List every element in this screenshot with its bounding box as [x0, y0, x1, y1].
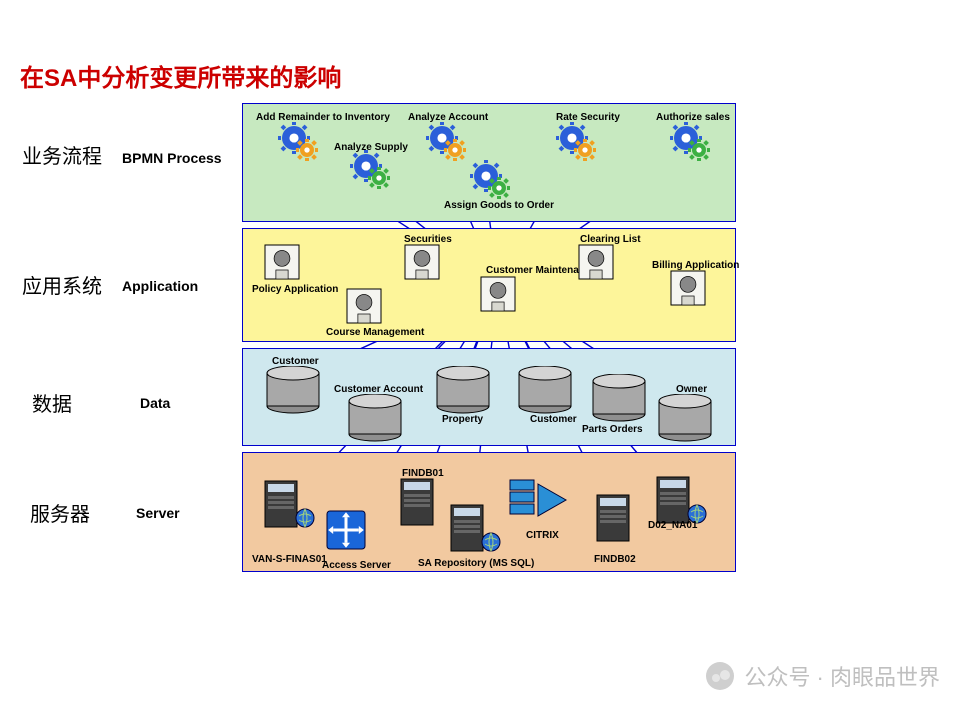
server-icon: [508, 478, 568, 527]
server-label: D02_NA01: [648, 520, 697, 531]
data-cylinder-icon: [348, 394, 402, 451]
row-label-en-app: Application: [122, 278, 198, 294]
watermark-text: 公众号 · 肉眼品世界: [744, 660, 940, 692]
watermark: 公众号 · 肉眼品世界: [706, 660, 940, 692]
row-label-en-srv: Server: [136, 505, 180, 521]
process-label: Authorize sales: [656, 112, 730, 123]
row-label-en-data: Data: [140, 395, 170, 411]
app-disk-icon: [480, 276, 516, 317]
app-label: Policy Application: [252, 284, 338, 295]
app-disk-icon: [670, 270, 706, 311]
data-label: Customer Account: [334, 384, 423, 395]
app-disk-icon: [578, 244, 614, 285]
server-label: FINDB01: [402, 468, 444, 479]
data-cylinder-icon: [658, 394, 712, 451]
data-label: Owner: [676, 384, 707, 395]
server-icon: [326, 510, 366, 555]
row-label-cn-data: 数据: [32, 388, 72, 417]
app-label: Course Management: [326, 327, 424, 338]
app-label: Billing Application: [652, 260, 739, 271]
server-icon: [450, 504, 502, 557]
data-label: Customer: [530, 414, 577, 425]
process-label: Analyze Supply: [334, 142, 408, 153]
server-icon: [400, 478, 434, 531]
data-cylinder-icon: [592, 374, 646, 431]
page-title: 在SA中分析变更所带来的影响: [20, 58, 341, 93]
data-label: Property: [442, 414, 483, 425]
data-cylinder-icon: [266, 366, 320, 423]
row-label-cn-app: 应用系统: [22, 270, 102, 299]
app-label: Clearing List: [580, 234, 641, 245]
server-label: Access Server: [322, 560, 391, 571]
server-icon: [596, 494, 630, 547]
app-disk-icon: [264, 244, 300, 285]
row-label-cn-bpmn: 业务流程: [22, 140, 102, 169]
server-icon: [264, 480, 316, 533]
process-label: Analyze Account: [408, 112, 488, 123]
wechat-icon: [706, 662, 734, 690]
row-label-cn-srv: 服务器: [30, 498, 90, 527]
server-label: VAN-S-FINAS01: [252, 554, 327, 565]
data-label: Parts Orders: [582, 424, 643, 435]
app-disk-icon: [346, 288, 382, 329]
server-label: CITRIX: [526, 530, 559, 541]
server-label: SA Repository (MS SQL): [418, 558, 534, 569]
process-label: Add Remainder to Inventory: [256, 112, 390, 123]
app-label: Securities: [404, 234, 452, 245]
data-label: Customer: [272, 356, 319, 367]
row-label-en-bpmn: BPMN Process: [122, 150, 222, 166]
process-label: Rate Security: [556, 112, 620, 123]
app-disk-icon: [404, 244, 440, 285]
process-label: Assign Goods to Order: [444, 200, 554, 211]
server-label: FINDB02: [594, 554, 636, 565]
